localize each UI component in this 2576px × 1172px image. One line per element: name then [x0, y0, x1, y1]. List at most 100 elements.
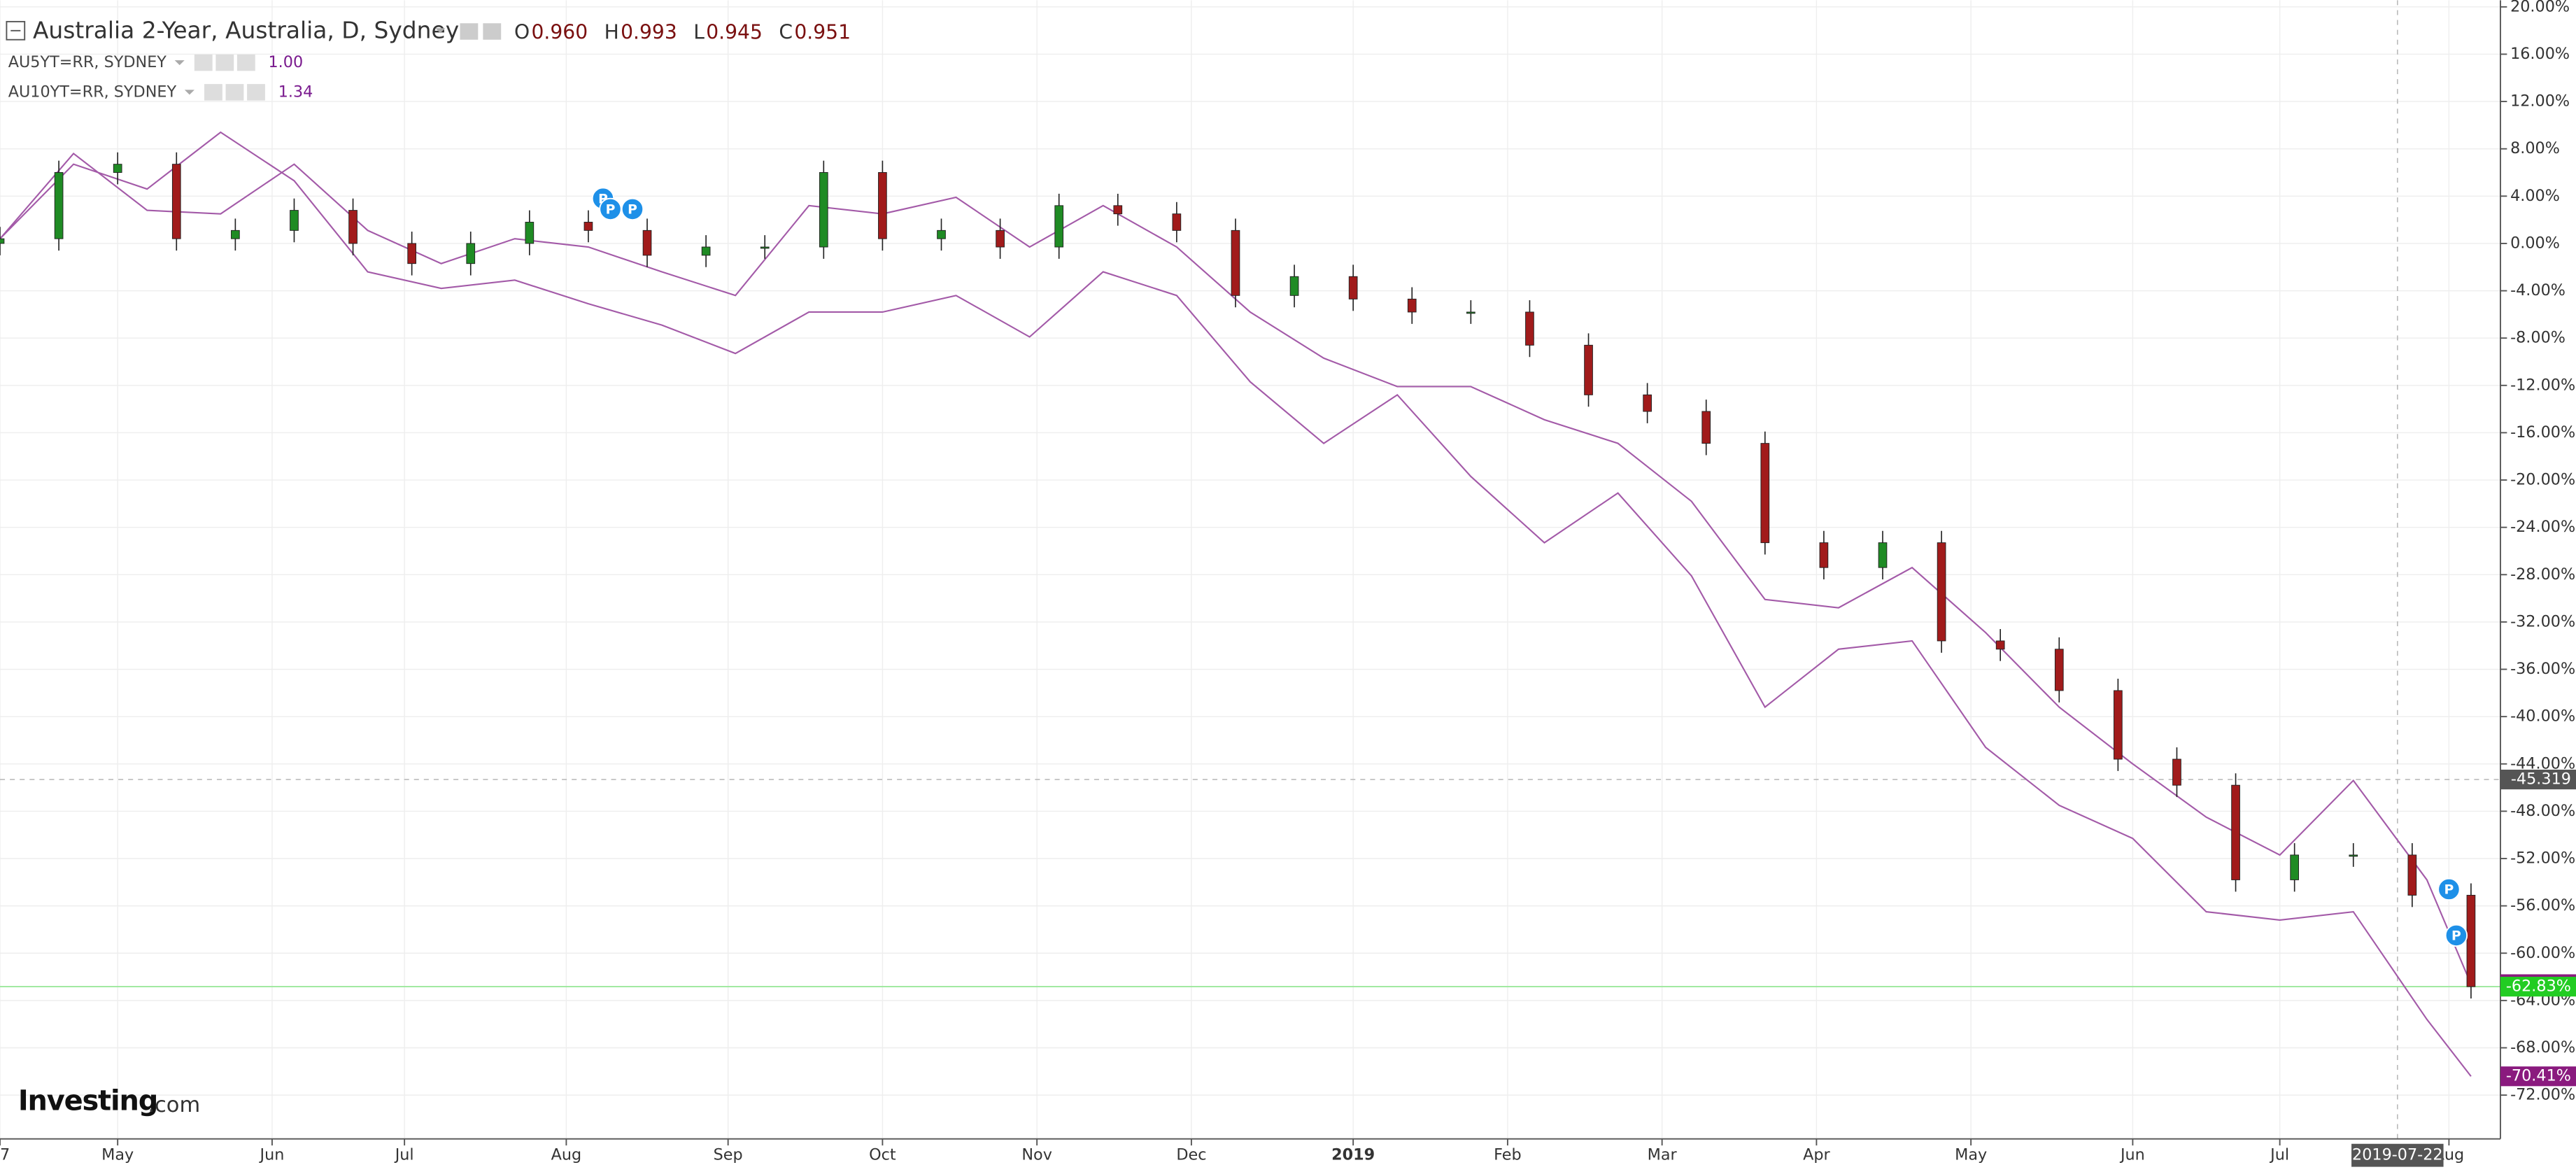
- candle-body: [1466, 311, 1475, 314]
- candle-body: [1054, 205, 1064, 248]
- ohlc-key: O: [514, 20, 530, 43]
- legend-label: AU10YT=RR, SYDNEY: [8, 83, 177, 101]
- crosshair-x-label: 2019-07-22: [2352, 1146, 2443, 1164]
- candle-body: [760, 246, 770, 249]
- x-tick-label: Aug: [551, 1146, 582, 1164]
- candle-body: [1995, 640, 2005, 650]
- y-tick-label: -52.00%: [2510, 849, 2575, 868]
- candle-body: [2054, 649, 2064, 691]
- candle-body: [1937, 542, 1946, 642]
- candle-body: [1819, 542, 1829, 568]
- candle-body: [348, 210, 358, 244]
- ohlc: O 0.960 H 0.993 L 0.945 C 0.951: [514, 20, 851, 43]
- candle-body: [701, 246, 711, 256]
- settings-icon[interactable]: [483, 23, 502, 40]
- y-tick-label: -44.00%: [2510, 754, 2575, 772]
- dropdown-icon[interactable]: [184, 90, 194, 95]
- dropdown-icon[interactable]: [174, 60, 185, 66]
- x-tick-label: May: [101, 1146, 134, 1164]
- y-tick-label: 16.00%: [2510, 45, 2570, 63]
- legend-value: 1.34: [278, 83, 313, 101]
- event-marker[interactable]: [2444, 924, 2468, 947]
- ohlc-key: L: [693, 20, 705, 43]
- x-tick-label: Dec: [1176, 1146, 1206, 1164]
- y-tick-label: 12.00%: [2510, 92, 2570, 111]
- ohlc-value: 0.993: [621, 20, 677, 43]
- y-tick-label: -16.00%: [2510, 423, 2575, 442]
- y-tick-label: -24.00%: [2510, 518, 2575, 536]
- crosshair-y-label: -45.319: [2511, 770, 2571, 789]
- legend-icon[interactable]: [247, 84, 265, 101]
- plot: PP PPP: [0, 0, 2500, 1139]
- y-tick-label: -8.00%: [2510, 329, 2566, 347]
- candle-body: [583, 222, 593, 231]
- x-tick-label: Jun: [259, 1146, 285, 1164]
- candle-body: [1525, 311, 1534, 346]
- legend-icon[interactable]: [236, 54, 255, 71]
- candle-body: [466, 243, 476, 264]
- candle-body: [937, 230, 946, 239]
- collapse-button[interactable]: [6, 20, 26, 41]
- y-tick-label: -36.00%: [2510, 660, 2575, 678]
- ohlc-value: 0.951: [794, 20, 851, 43]
- event-label: P: [2444, 883, 2454, 898]
- candle-body: [642, 230, 652, 256]
- ohlc-key: H: [604, 20, 619, 43]
- x-tick-label: Apr: [1803, 1146, 1830, 1164]
- logo-main: Investing: [18, 1085, 157, 1117]
- series-last-label-box: [2500, 1066, 2576, 1087]
- crosshair-y-label-box: [2500, 769, 2576, 790]
- event-marker[interactable]: [621, 197, 644, 221]
- candle-body: [1113, 205, 1123, 215]
- candle-body: [1701, 411, 1711, 444]
- event-marker[interactable]: [2437, 877, 2461, 901]
- y-tick-label: 4.00%: [2510, 187, 2560, 205]
- legend-icon[interactable]: [225, 84, 244, 101]
- dropdown-icon[interactable]: [435, 28, 446, 34]
- candle-body: [231, 230, 240, 239]
- candle-body: [54, 172, 64, 239]
- x-tick-label: Jul: [2269, 1146, 2289, 1164]
- candle-body: [996, 230, 1005, 248]
- legend-icon[interactable]: [194, 54, 213, 71]
- legend-value: 1.00: [269, 53, 304, 71]
- y-tick-label: -40.00%: [2510, 707, 2575, 726]
- grid: [0, 0, 2500, 1139]
- ohlc-value: 0.945: [706, 20, 763, 43]
- candle-body: [1878, 542, 1888, 568]
- candle-body: [878, 172, 887, 239]
- x-tick-label: 7: [0, 1146, 10, 1164]
- x-tick-label: Sep: [714, 1146, 743, 1164]
- candle-body: [1760, 443, 1770, 544]
- candle-body: [407, 243, 416, 264]
- y-tick-label: 20.00%: [2510, 0, 2570, 15]
- candle-body: [1172, 213, 1182, 231]
- candle-body: [2407, 854, 2417, 896]
- y-tick-label: -4.00%: [2510, 281, 2566, 299]
- ohlc-value: 0.960: [532, 20, 588, 43]
- ohlc-key: C: [779, 20, 793, 43]
- candle-body: [2290, 854, 2299, 880]
- legend-icon[interactable]: [204, 84, 222, 101]
- candle-body: [290, 210, 299, 231]
- event-label: P: [2451, 929, 2461, 944]
- candle-body: [2114, 690, 2123, 760]
- line-series: [0, 153, 2472, 984]
- settings-icon[interactable]: [460, 23, 479, 40]
- y-tick-label: 8.00%: [2510, 139, 2560, 157]
- candle-body: [0, 238, 5, 244]
- candle-body: [2349, 854, 2358, 857]
- x-tick-label: 2019: [1331, 1146, 1375, 1164]
- y-tick-label: -72.00%: [2510, 1086, 2575, 1104]
- legend-icon[interactable]: [215, 54, 234, 71]
- event-marker[interactable]: [599, 197, 622, 221]
- y-tick-label: -32.00%: [2510, 612, 2575, 630]
- y-tick-label: -12.00%: [2510, 376, 2575, 394]
- line-series: [0, 131, 2472, 1077]
- last-close-label-box: [2500, 977, 2576, 997]
- candle-body: [171, 164, 181, 239]
- x-tick-label: Oct: [869, 1146, 896, 1164]
- last-close-label: -62.83%: [2506, 977, 2571, 996]
